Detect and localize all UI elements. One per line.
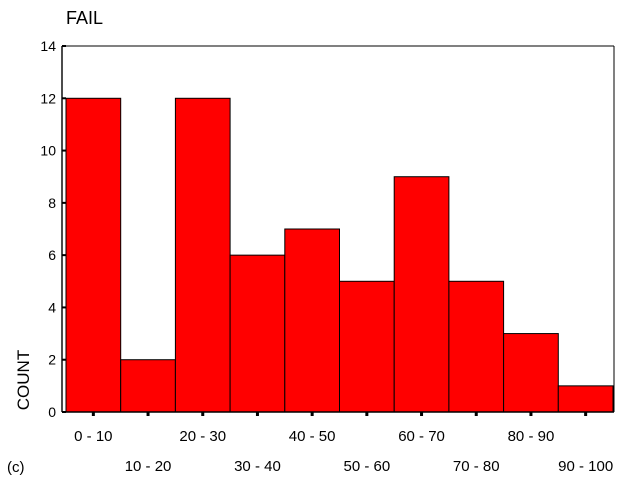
bar-8 [503,333,559,413]
panel-label: (c) [7,459,25,476]
x-axis-ticks: 0 - 10 10 - 20 20 - 30 30 - 40 40 - 50 50 - 6… [74,412,613,475]
chart-title: FAIL [66,8,103,28]
x-tick-mark-5 [365,412,369,416]
x-tick-mark-2 [201,412,205,416]
bar-9 [557,385,614,413]
bars-layer [65,97,614,413]
x-category-label-1: 10 - 20 [125,458,172,475]
x-category-label-3: 30 - 40 [234,458,281,475]
bar-7 [448,280,505,413]
y-axis-ticks: 0 2 4 6 8 10 12 14 [40,38,66,420]
y-tick-label-3: 6 [48,247,56,263]
bar-6 [393,176,450,413]
y-tick-label-2: 4 [48,299,56,315]
x-tick-mark-4 [310,412,314,416]
x-category-label-5: 50 - 60 [343,458,390,475]
x-category-label-8: 80 - 90 [508,428,555,445]
x-tick-mark-6 [420,412,424,416]
bar-2 [174,97,231,413]
x-tick-mark-1 [146,412,150,416]
x-tick-mark-3 [255,412,259,416]
x-tick-mark-8 [529,412,533,416]
x-tick-mark-7 [474,412,478,416]
bar-1 [120,359,176,413]
bar-3 [229,254,286,413]
x-category-label-9: 90 - 100 [558,458,613,475]
x-category-label-4: 40 - 50 [289,428,336,445]
y-tick-label-0: 0 [48,404,56,420]
x-category-label-6: 60 - 70 [398,428,445,445]
y-tick-label-6: 12 [40,90,56,106]
bar-5 [339,280,395,413]
y-tick-label-7: 14 [40,38,56,54]
y-axis-label: COUNT [14,350,33,410]
x-tick-mark-0 [91,412,95,416]
y-tick-label-4: 8 [48,195,56,211]
y-tick-label-1: 2 [48,352,56,368]
y-tick-label-5: 10 [40,143,56,159]
x-category-label-2: 20 - 30 [179,428,226,445]
x-category-label-7: 70 - 80 [453,458,500,475]
bar-4 [284,228,340,413]
bar-0 [65,97,122,413]
x-tick-mark-9 [584,412,588,416]
x-category-label-0: 0 - 10 [74,428,112,445]
